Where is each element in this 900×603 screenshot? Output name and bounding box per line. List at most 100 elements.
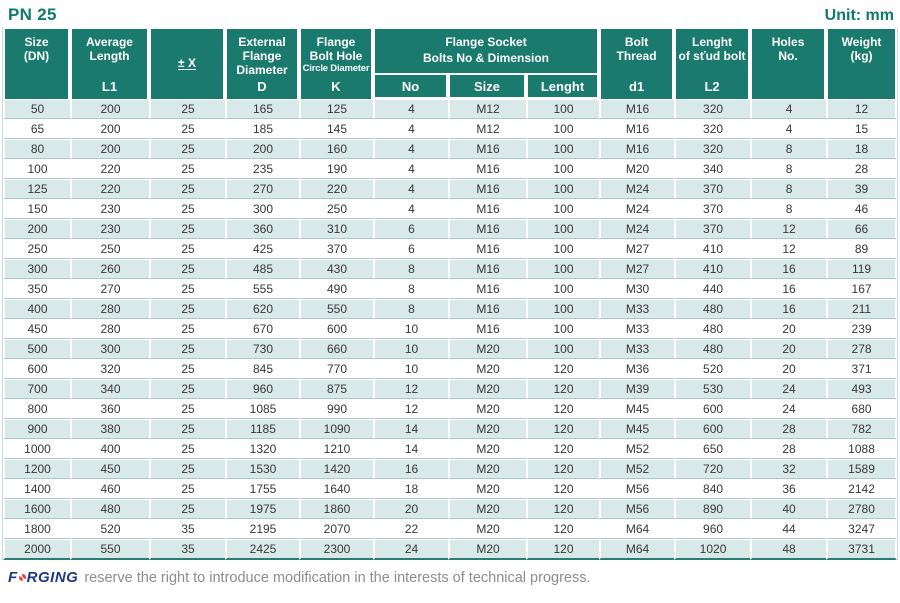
table-cell: 300	[225, 199, 299, 219]
table-cell: 120	[526, 439, 600, 459]
table-cell: 20	[373, 499, 448, 519]
table-cell: M24	[599, 199, 675, 219]
table-cell: M12	[448, 99, 526, 119]
table-cell: 125	[299, 99, 373, 119]
table-cell: 120	[526, 479, 600, 499]
table-cell: M45	[599, 419, 675, 439]
table-cell: 145	[299, 119, 373, 139]
col-header-stud-bolt-length: Lenght of sťud bolt L2	[674, 27, 751, 99]
table-cell: 1860	[299, 499, 373, 519]
table-cell: 530	[674, 379, 751, 399]
table-cell: 3731	[826, 539, 898, 560]
table-cell: M16	[448, 299, 526, 319]
table-cell: M20	[448, 359, 526, 379]
table-cell: 485	[225, 259, 299, 279]
table-cell: 2425	[225, 539, 299, 560]
table-cell: 4	[373, 179, 448, 199]
table-cell: 12	[826, 99, 898, 119]
table-cell: 100	[526, 179, 600, 199]
table-cell: 100	[526, 139, 600, 159]
table-cell: 875	[299, 379, 373, 399]
table-cell: M16	[448, 259, 526, 279]
table-cell: 80	[3, 139, 70, 159]
table-cell: 4	[373, 99, 448, 119]
table-cell: 270	[225, 179, 299, 199]
table-cell: 480	[674, 299, 751, 319]
table-cell: M33	[599, 299, 675, 319]
table-cell: 450	[3, 319, 70, 339]
table-row: 50 200 25 165 125 4 M12 100 M16 320 4 12	[3, 99, 898, 119]
table-cell: 490	[299, 279, 373, 299]
table-cell: 278	[826, 339, 898, 359]
table-cell: 18	[826, 139, 898, 159]
table-cell: 1640	[299, 479, 373, 499]
table-cell: 2000	[3, 539, 70, 560]
table-cell: 620	[225, 299, 299, 319]
table-cell: M16	[448, 279, 526, 299]
table-cell: 10	[373, 359, 448, 379]
table-cell: 10	[373, 319, 448, 339]
table-cell: M16	[448, 159, 526, 179]
table-cell: M24	[599, 179, 675, 199]
table-cell: 1800	[3, 519, 70, 539]
table-cell: 550	[70, 539, 149, 560]
table-cell: 39	[826, 179, 898, 199]
table-cell: 493	[826, 379, 898, 399]
table-cell: M16	[448, 219, 526, 239]
table-cell: 890	[674, 499, 751, 519]
table-cell: 24	[750, 399, 827, 419]
col-header-bolt-hole-circle-diameter: Flange Bolt Hole Circle Diameter K	[299, 27, 373, 99]
table-cell: 660	[299, 339, 373, 359]
table-row: 900 380 25 1185 1090 14 M20 120 M45 600 28 782	[3, 419, 898, 439]
table-cell: 260	[70, 259, 149, 279]
forging-logo: F RGING	[8, 569, 79, 586]
table-cell: 100	[526, 219, 600, 239]
col-header-bolt-thread: Bolt Thread d1	[599, 27, 675, 99]
table-header: Size (DN) Average Length L1 ± X External Fl…	[3, 27, 898, 99]
table-cell: 1210	[299, 439, 373, 459]
table-row: 1600 480 25 1975 1860 20 M20 120 M56 890 40 2780	[3, 499, 898, 519]
table-cell: 960	[674, 519, 751, 539]
table-cell: 25	[149, 119, 225, 139]
table-cell: 28	[750, 439, 827, 459]
table-cell: 100	[526, 159, 600, 179]
table-cell: 1000	[3, 439, 70, 459]
table-row: 1200 450 25 1530 1420 16 M20 120 M52 720 32 1589	[3, 459, 898, 479]
table-cell: 14	[373, 439, 448, 459]
table-cell: 40	[750, 499, 827, 519]
table-row: 250 250 25 425 370 6 M16 100 M27 410 12 89	[3, 239, 898, 259]
table-cell: 100	[526, 279, 600, 299]
table-cell: M20	[448, 439, 526, 459]
table-cell: 1420	[299, 459, 373, 479]
table-cell: 440	[674, 279, 751, 299]
table-cell: 25	[149, 99, 225, 119]
table-cell: 25	[149, 339, 225, 359]
table-cell: 400	[70, 439, 149, 459]
table-cell: 782	[826, 419, 898, 439]
table-cell: 35	[149, 519, 225, 539]
table-cell: 25	[149, 479, 225, 499]
table-cell: 1755	[225, 479, 299, 499]
table-cell: 28	[750, 419, 827, 439]
table-cell: M20	[448, 519, 526, 539]
table-cell: 371	[826, 359, 898, 379]
table-cell: 250	[3, 239, 70, 259]
sub-header-bolts-no: No	[373, 73, 448, 99]
col-header-holes-no: Holes No.	[750, 27, 827, 99]
disclaimer-text: reserve the right to introduce modificat…	[84, 569, 591, 586]
table-cell: 320	[674, 119, 751, 139]
table-cell: 20	[750, 339, 827, 359]
table-cell: 4	[750, 99, 827, 119]
table-cell: 730	[225, 339, 299, 359]
table-cell: M27	[599, 259, 675, 279]
table-cell: 8	[373, 279, 448, 299]
table-cell: M16	[599, 139, 675, 159]
table-cell: M16	[448, 319, 526, 339]
table-cell: 185	[225, 119, 299, 139]
table-cell: 520	[674, 359, 751, 379]
table-cell: 4	[373, 159, 448, 179]
table-cell: M64	[599, 539, 675, 560]
table-cell: 220	[70, 159, 149, 179]
table-cell: M20	[448, 379, 526, 399]
